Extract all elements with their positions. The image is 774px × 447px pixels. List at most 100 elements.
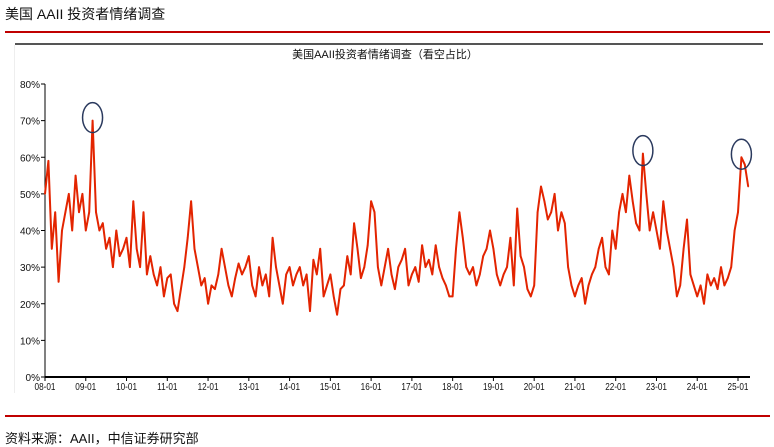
data-point: [434, 244, 437, 246]
data-point: [733, 229, 736, 232]
data-point: [404, 248, 406, 250]
data-point: [468, 273, 471, 276]
data-point: [665, 229, 668, 232]
data-point: [713, 277, 716, 279]
data-point: [210, 284, 213, 287]
data-point: [139, 266, 141, 268]
data-point: [108, 237, 111, 239]
data-point: [543, 200, 546, 202]
data-point: [380, 284, 383, 287]
data-point: [387, 248, 389, 250]
data-point: [152, 273, 155, 276]
data-point: [438, 266, 440, 268]
data-point: [377, 266, 379, 268]
data-point: [146, 273, 148, 276]
data-point: [743, 163, 746, 166]
data-point: [91, 119, 94, 122]
data-point: [227, 284, 230, 287]
x-tick-label: 09-01: [75, 381, 96, 392]
x-tick-label: 21-01: [564, 381, 585, 392]
data-point: [706, 273, 709, 276]
data-point: [64, 211, 67, 213]
data-point: [516, 207, 518, 210]
data-point: [407, 284, 410, 287]
data-point: [203, 277, 206, 279]
data-point: [61, 229, 63, 232]
data-point: [258, 266, 260, 268]
y-tick-label: 10%: [20, 336, 40, 347]
data-point: [363, 266, 366, 268]
data-point: [546, 218, 549, 221]
data-point: [193, 248, 196, 250]
x-tick-label: 18-01: [442, 381, 463, 392]
x-tick-label: 10-01: [116, 381, 137, 392]
data-point: [169, 273, 172, 276]
data-point: [312, 259, 315, 261]
data-point: [489, 229, 491, 232]
data-point: [135, 248, 138, 250]
data-point: [200, 284, 203, 287]
y-tick-label: 60%: [20, 153, 40, 164]
x-tick-label: 20-01: [524, 381, 545, 392]
data-point: [451, 295, 454, 298]
data-point: [302, 284, 304, 287]
data-point: [540, 185, 542, 188]
x-tick-label: 23-01: [646, 381, 667, 392]
data-point: [730, 266, 733, 268]
data-point: [288, 266, 291, 268]
x-tick-label: 17-01: [401, 381, 422, 392]
data-point: [482, 255, 485, 257]
data-point: [601, 237, 603, 239]
data-point: [224, 266, 226, 268]
data-point: [567, 266, 569, 268]
data-point: [142, 211, 145, 213]
y-tick-label: 50%: [20, 190, 40, 201]
data-point: [631, 200, 634, 202]
x-tick-label: 15-01: [320, 381, 341, 392]
data-point: [462, 237, 464, 239]
x-tick-label: 12-01: [198, 381, 219, 392]
data-point: [720, 266, 722, 268]
data-point: [305, 273, 308, 276]
data-point: [550, 211, 552, 213]
data-point: [261, 284, 264, 287]
data-point: [642, 152, 644, 155]
data-point: [479, 273, 481, 276]
data-point: [383, 266, 386, 268]
data-point: [716, 288, 719, 290]
data-point: [44, 193, 46, 195]
data-point: [621, 193, 624, 195]
data-point: [220, 248, 223, 250]
data-point: [455, 248, 457, 250]
data-point: [190, 200, 192, 202]
data-point: [98, 229, 101, 232]
data-point: [414, 266, 417, 268]
data-point: [689, 273, 692, 276]
data-point: [747, 185, 749, 188]
data-point: [237, 262, 240, 265]
x-tick-label: 24-01: [687, 381, 708, 392]
x-tick-label: 19-01: [483, 381, 504, 392]
data-point: [251, 284, 254, 287]
data-point: [574, 295, 576, 298]
data-point: [207, 302, 209, 305]
data-point: [343, 284, 345, 287]
data-point: [604, 266, 607, 268]
data-point: [329, 273, 332, 276]
data-point: [686, 218, 688, 221]
data-point: [115, 229, 118, 232]
data-point: [618, 211, 620, 213]
data-point: [652, 211, 654, 213]
data-point: [149, 255, 152, 257]
data-point: [679, 284, 682, 287]
data-point: [84, 229, 87, 232]
data-point: [278, 284, 281, 287]
data-point: [659, 248, 661, 250]
data-point: [723, 284, 726, 287]
data-point: [693, 284, 695, 287]
data-point: [268, 295, 271, 298]
data-point: [737, 211, 739, 213]
data-point: [353, 222, 355, 224]
source-note: 资料来源：AAII，中信证券研究部: [5, 431, 199, 446]
data-point: [101, 222, 104, 224]
